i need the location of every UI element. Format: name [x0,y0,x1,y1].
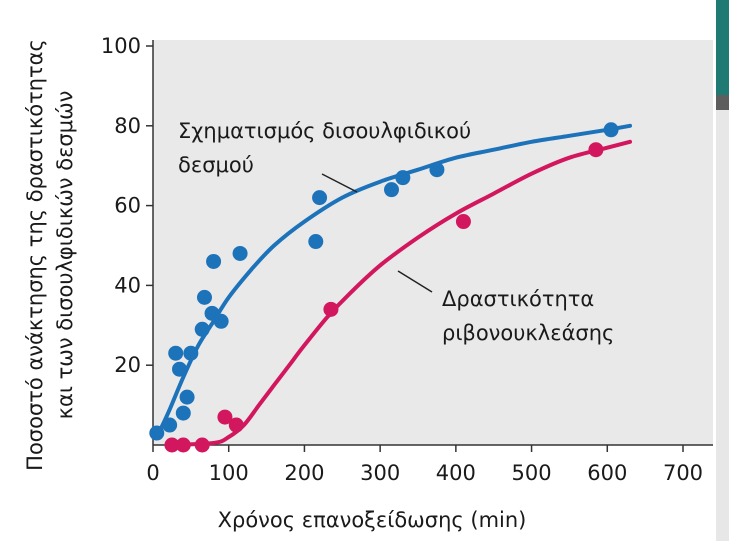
series-label-rnase-line-1: Δραστικότητα [442,287,594,311]
data-point-disulfide [194,321,210,337]
data-point-disulfide [232,245,248,261]
fit-curve-disulfide [154,123,632,439]
data-point-rnase [175,437,191,453]
x-tick-label: 0 [146,461,159,485]
data-point-disulfide [183,345,199,361]
plot-area [153,40,713,445]
series-label-disulfide-line-2: δεσμού [178,153,254,177]
data-point-disulfide [603,122,619,138]
side-panel-light [716,110,729,541]
data-point-disulfide [384,182,399,198]
y-axis-title-line-2: και των δισουλφιδικών δεσμών [53,91,77,420]
data-point-disulfide [308,234,324,250]
data-point-disulfide [168,345,184,361]
y-tick-label: 60 [114,194,141,218]
y-tick-label: 100 [101,34,141,58]
data-point-rnase [228,417,244,433]
y-axis-title-line-1: Ποσοστό ανάκτησης της δραστικότητας [23,39,47,471]
data-point-rnase [455,214,471,230]
x-tick-label: 400 [436,461,476,485]
x-tick-label: 500 [512,461,552,485]
y-tick-label: 40 [114,273,141,297]
leader-line-rnase [397,270,433,293]
side-accent-dark [716,95,729,110]
data-points [149,122,619,453]
data-point-rnase [588,142,604,158]
series-label-rnase-line-2: ριβονουκλεάσης [442,321,614,345]
leader-line-disulfide [321,173,358,193]
y-tick-label: 20 [114,353,141,377]
data-point-disulfide [196,289,212,305]
data-point-rnase [164,437,180,453]
data-point-disulfide [162,417,178,433]
side-accent-teal [716,0,729,95]
data-point-disulfide [179,389,195,405]
x-tick-label: 300 [360,461,400,485]
data-point-disulfide [213,313,229,329]
axes [152,40,713,446]
x-tick-label: 200 [284,461,324,485]
x-tick-label: 700 [663,461,703,485]
data-point-rnase [194,437,210,453]
data-point-disulfide [172,361,187,377]
data-point-disulfide [312,190,328,206]
series-label-disulfide-line-1: Σχηματισμός δισουλφιδικού [178,119,471,143]
data-point-disulfide [175,405,191,421]
ticks-group: 0 100 200 300 400 500 600 700 20 40 60 80 100 [101,34,703,485]
data-point-rnase [323,301,339,317]
data-point-disulfide [429,162,445,178]
x-axis-title: Χρόνος επανοξείδωσης (min) [218,508,527,532]
annotation-leaders [321,173,433,293]
data-point-disulfide [206,253,222,269]
y-tick-label: 80 [114,114,141,138]
data-point-disulfide [149,425,165,441]
data-point-disulfide [395,170,411,186]
x-tick-label: 600 [587,461,627,485]
data-point-rnase [217,409,233,425]
x-tick-label: 100 [209,461,249,485]
